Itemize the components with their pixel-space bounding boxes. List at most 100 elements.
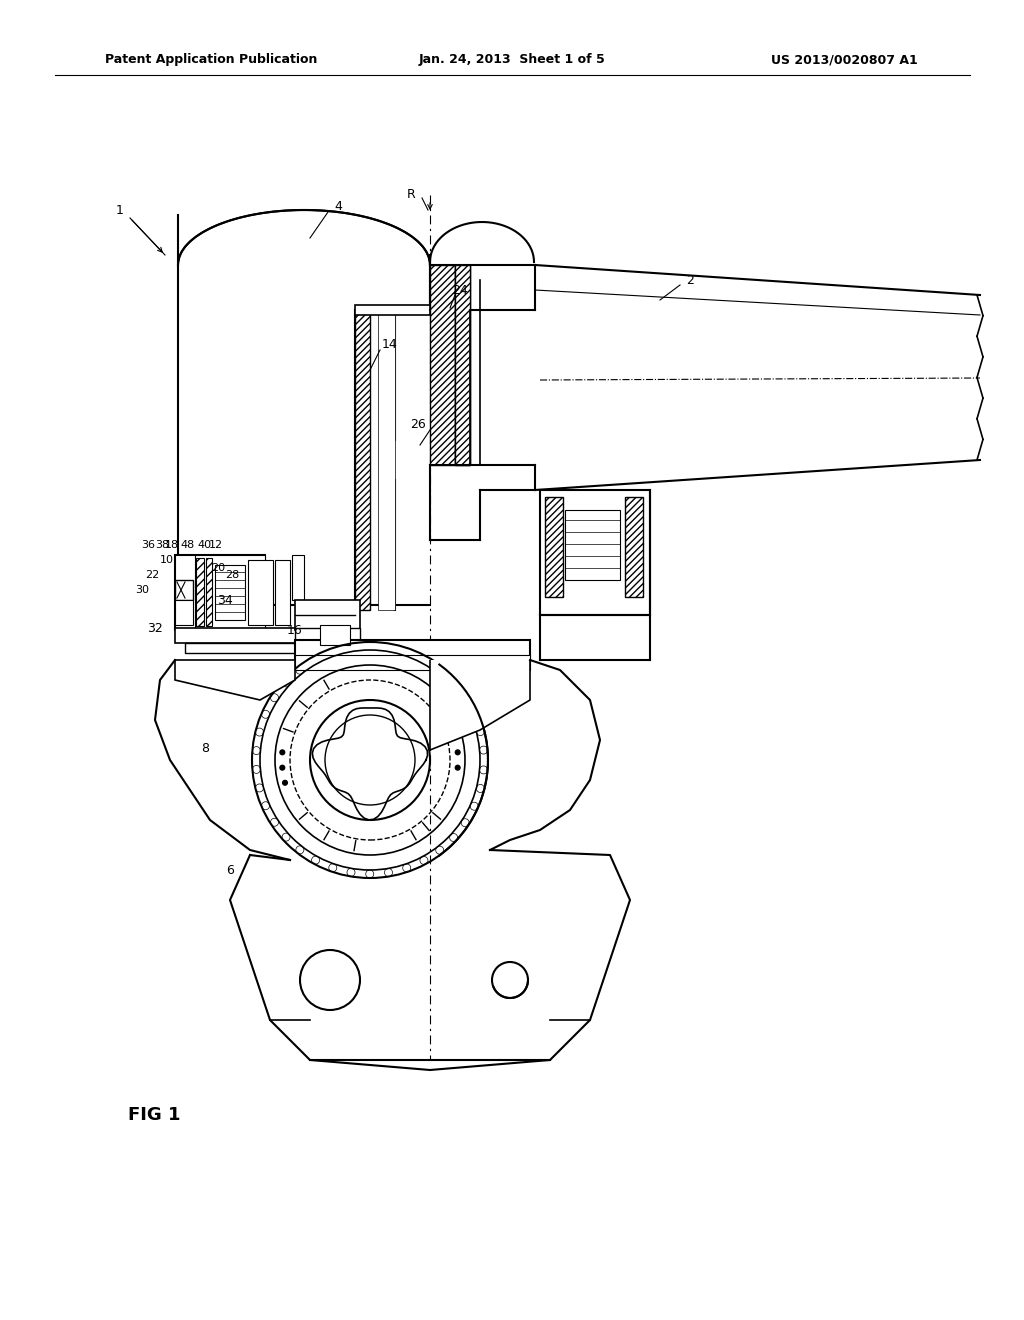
Text: 10: 10 <box>160 554 174 565</box>
Text: 28: 28 <box>225 570 240 579</box>
Bar <box>430 265 455 465</box>
Circle shape <box>420 857 428 865</box>
Bar <box>175 554 265 630</box>
Circle shape <box>476 784 484 792</box>
Circle shape <box>347 869 355 876</box>
Text: 36: 36 <box>141 540 155 550</box>
Text: 6: 6 <box>226 863 233 876</box>
Circle shape <box>450 678 458 686</box>
Circle shape <box>402 648 411 656</box>
Bar <box>292 554 304 601</box>
Circle shape <box>255 784 263 792</box>
Text: 14: 14 <box>382 338 398 351</box>
Circle shape <box>366 870 374 878</box>
Circle shape <box>479 766 487 774</box>
Text: 30: 30 <box>135 585 150 595</box>
Circle shape <box>479 746 487 754</box>
Text: 22: 22 <box>144 570 159 579</box>
Circle shape <box>453 735 458 739</box>
Circle shape <box>311 857 319 865</box>
Text: 2: 2 <box>686 273 694 286</box>
Text: 18: 18 <box>165 540 179 550</box>
Bar <box>540 490 650 615</box>
Bar <box>378 310 395 610</box>
Circle shape <box>450 833 458 842</box>
Circle shape <box>282 833 290 841</box>
Circle shape <box>384 869 392 876</box>
Circle shape <box>476 727 484 735</box>
Polygon shape <box>430 660 530 750</box>
Bar <box>295 628 360 643</box>
Circle shape <box>436 846 443 854</box>
Bar <box>625 498 643 597</box>
Circle shape <box>270 694 279 702</box>
Circle shape <box>255 729 263 737</box>
Bar <box>545 498 563 597</box>
Circle shape <box>461 818 469 826</box>
Bar <box>295 601 360 630</box>
Bar <box>355 305 430 315</box>
Circle shape <box>461 693 469 701</box>
Text: 8: 8 <box>201 742 209 755</box>
Bar <box>196 558 204 626</box>
Circle shape <box>261 710 269 718</box>
Text: 16: 16 <box>287 623 303 636</box>
Bar <box>295 655 530 671</box>
Bar <box>455 265 470 465</box>
Text: 1: 1 <box>116 203 124 216</box>
Circle shape <box>282 678 290 686</box>
Circle shape <box>296 846 304 854</box>
Circle shape <box>436 665 443 673</box>
Circle shape <box>455 750 460 755</box>
Text: 40: 40 <box>197 540 211 550</box>
Bar <box>319 624 350 645</box>
Polygon shape <box>175 660 295 700</box>
Bar <box>355 310 370 610</box>
Bar <box>185 643 340 653</box>
Circle shape <box>470 803 478 810</box>
Bar <box>455 265 470 465</box>
Text: 38: 38 <box>155 540 169 550</box>
Text: 20: 20 <box>211 564 225 573</box>
Text: FIG 1: FIG 1 <box>128 1106 180 1125</box>
Bar <box>175 579 193 601</box>
Bar <box>175 601 193 624</box>
Circle shape <box>329 863 337 871</box>
Circle shape <box>455 766 460 770</box>
Bar <box>215 565 245 620</box>
Circle shape <box>270 818 279 826</box>
Circle shape <box>280 766 285 770</box>
Text: US 2013/0020807 A1: US 2013/0020807 A1 <box>771 54 918 66</box>
Text: 26: 26 <box>411 418 426 432</box>
Circle shape <box>252 766 260 774</box>
Text: 32: 32 <box>147 622 163 635</box>
Circle shape <box>329 648 337 656</box>
Text: 4: 4 <box>334 201 342 214</box>
Text: Jan. 24, 2013  Sheet 1 of 5: Jan. 24, 2013 Sheet 1 of 5 <box>419 54 605 66</box>
Circle shape <box>470 710 478 718</box>
Bar <box>248 560 273 624</box>
Bar <box>295 640 530 660</box>
Bar <box>275 560 290 624</box>
Circle shape <box>311 656 319 664</box>
Circle shape <box>366 642 374 649</box>
Circle shape <box>384 644 392 652</box>
Bar <box>206 558 212 626</box>
Circle shape <box>347 644 355 652</box>
Circle shape <box>283 780 288 785</box>
Circle shape <box>402 863 411 873</box>
Text: 48: 48 <box>181 540 196 550</box>
Bar <box>195 554 265 630</box>
Circle shape <box>280 750 285 755</box>
Text: 34: 34 <box>217 594 232 606</box>
Circle shape <box>296 667 304 675</box>
Text: Patent Application Publication: Patent Application Publication <box>105 54 317 66</box>
Circle shape <box>420 656 428 664</box>
Bar <box>565 510 620 579</box>
Text: R: R <box>407 189 415 202</box>
Circle shape <box>261 801 269 809</box>
Circle shape <box>252 747 260 755</box>
Text: 12: 12 <box>209 540 223 550</box>
Text: 24: 24 <box>453 284 468 297</box>
Bar <box>175 628 355 643</box>
